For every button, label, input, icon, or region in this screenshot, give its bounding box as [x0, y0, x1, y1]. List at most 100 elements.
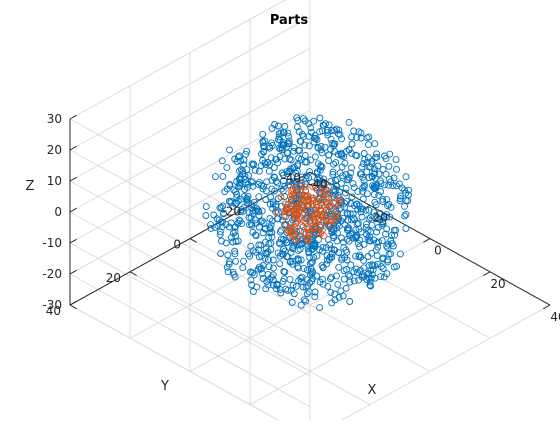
z-tick-mark — [69, 145, 77, 151]
data-point — [301, 152, 309, 159]
data-point — [317, 146, 325, 154]
data-point — [323, 190, 330, 198]
data-point — [325, 121, 333, 129]
data-point — [207, 221, 214, 229]
data-point — [296, 214, 304, 222]
grid-line — [69, 180, 311, 315]
data-point — [263, 278, 271, 285]
z-axis-label: Z — [26, 179, 35, 194]
data-point — [313, 197, 320, 205]
data-point — [340, 275, 348, 283]
data-point — [280, 245, 288, 253]
y-tick-mark — [69, 304, 77, 310]
data-point — [392, 226, 400, 234]
data-point — [264, 256, 272, 264]
data-point — [254, 265, 262, 273]
data-point — [282, 285, 290, 293]
grid-line — [69, 78, 311, 213]
data-point — [378, 237, 386, 245]
data-point — [224, 268, 232, 276]
x-tick-label: 40 — [550, 310, 560, 324]
data-point — [365, 261, 373, 269]
grid-line — [69, 242, 311, 377]
data-point — [287, 257, 295, 265]
data-point — [226, 258, 233, 266]
grid-line — [69, 211, 311, 346]
data-point — [310, 224, 318, 231]
data-point — [276, 286, 284, 293]
data-point — [231, 247, 239, 255]
data-point — [216, 231, 224, 239]
data-point — [261, 143, 268, 151]
data-point — [352, 252, 360, 260]
data-point — [342, 171, 350, 178]
data-point — [368, 249, 376, 257]
data-point — [353, 200, 361, 208]
data-point — [324, 236, 332, 244]
data-point — [211, 173, 219, 181]
data-point — [335, 205, 343, 213]
x-tick-mark — [423, 238, 431, 243]
data-point — [288, 191, 296, 199]
data-point — [249, 288, 257, 295]
data-point — [333, 237, 341, 245]
data-point — [266, 224, 274, 232]
data-point — [309, 268, 317, 276]
z-tick-mark — [69, 300, 77, 306]
data-point — [300, 296, 308, 304]
data-point — [250, 198, 258, 206]
data-point — [237, 166, 245, 174]
data-point — [343, 209, 351, 217]
data-point — [327, 245, 335, 253]
data-point — [327, 273, 335, 281]
data-point — [297, 274, 305, 282]
data-point — [277, 289, 285, 297]
data-point — [219, 172, 227, 180]
data-point — [233, 199, 240, 207]
data-point — [362, 206, 370, 214]
data-point — [300, 115, 307, 123]
data-point — [298, 221, 306, 229]
data-point — [312, 222, 320, 230]
data-point — [236, 217, 244, 225]
data-point — [282, 236, 290, 244]
data-point — [339, 172, 347, 180]
data-point — [246, 252, 254, 260]
data-point — [373, 181, 381, 189]
data-point — [339, 238, 347, 246]
y-tick-label: -40 — [281, 171, 301, 185]
data-point — [231, 228, 239, 236]
data-point — [290, 144, 298, 152]
data-point — [402, 211, 410, 218]
data-point — [373, 239, 381, 247]
data-point — [350, 184, 358, 192]
data-point — [284, 286, 292, 294]
data-point — [353, 152, 361, 160]
data-point — [379, 218, 387, 225]
data-point — [366, 281, 374, 289]
data-point — [297, 179, 305, 187]
data-point — [234, 197, 242, 205]
data-point — [370, 191, 378, 199]
data-point — [327, 217, 335, 225]
data-point — [349, 234, 357, 242]
x-tick-mark — [543, 304, 551, 310]
data-point — [380, 273, 388, 281]
data-point — [335, 201, 343, 209]
data-point — [305, 201, 313, 209]
data-point — [227, 234, 235, 242]
data-point — [350, 277, 358, 285]
y-tick-mark — [129, 271, 137, 276]
data-point — [247, 268, 255, 276]
data-point — [371, 261, 379, 269]
data-point — [245, 221, 253, 229]
data-point — [383, 211, 391, 219]
data-point — [360, 272, 368, 280]
data-point — [275, 239, 283, 247]
data-point — [268, 124, 276, 132]
data-point — [382, 155, 390, 163]
data-point — [286, 258, 294, 266]
data-point — [292, 187, 300, 195]
data-point — [261, 238, 269, 246]
data-point — [254, 180, 262, 188]
